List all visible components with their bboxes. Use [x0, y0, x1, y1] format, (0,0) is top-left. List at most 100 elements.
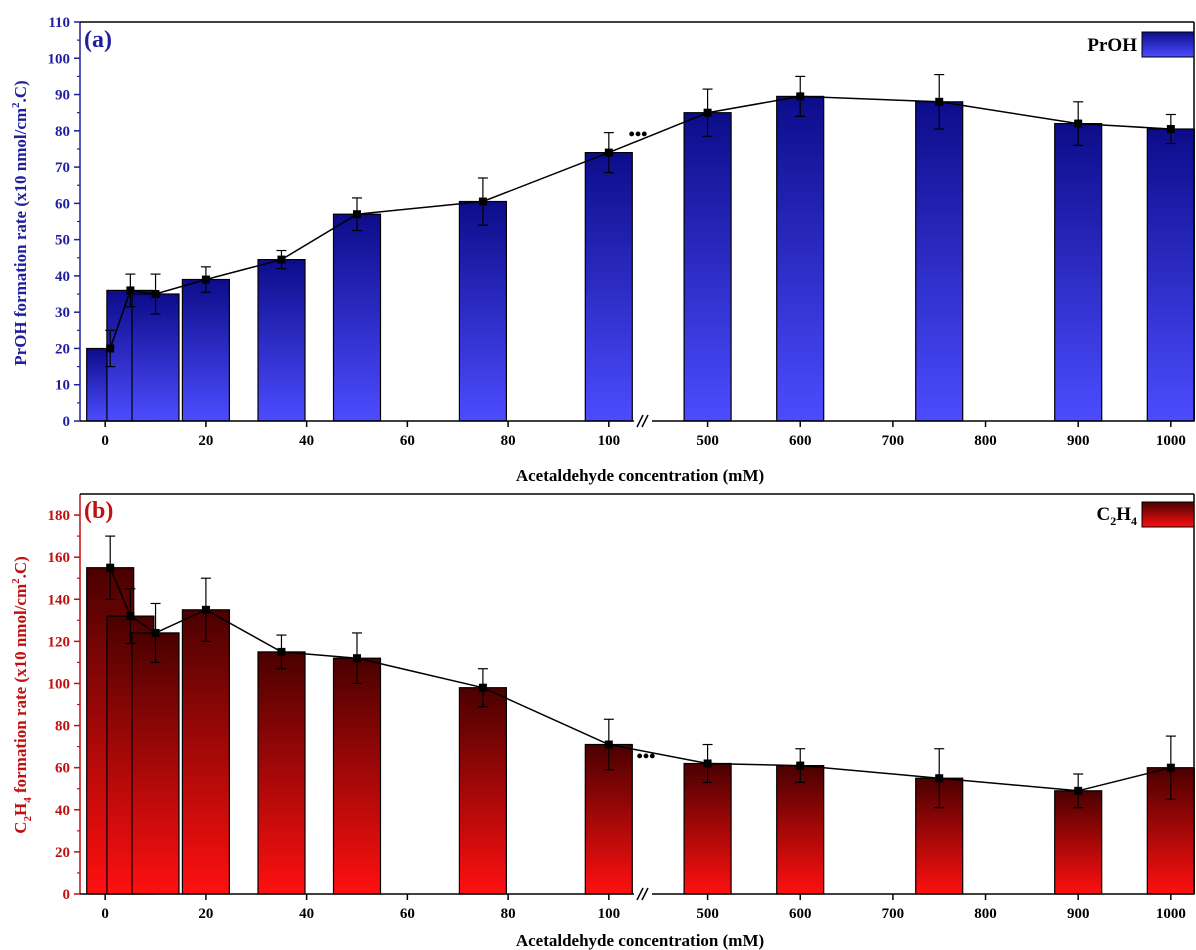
panel-a-y-axis-title: PrOH formation rate (x10 nmol/cm2.C)	[10, 80, 30, 365]
data-point	[126, 286, 135, 295]
x-tick-label: 100	[598, 433, 621, 449]
panel-a-bars	[86, 95, 1195, 422]
x-tick-label: 60	[400, 906, 415, 922]
panel-b-bars	[86, 567, 1195, 895]
data-point	[151, 628, 160, 637]
data-point	[478, 197, 487, 206]
panel-b-legend-swatch	[1141, 501, 1195, 528]
bar	[776, 764, 825, 895]
data-point	[796, 761, 805, 770]
y-tick-label: 10	[55, 378, 70, 394]
y-tick-label: 60	[55, 761, 70, 777]
panel-a-label: (a)	[84, 27, 112, 53]
x-tick-label: 500	[696, 433, 719, 449]
bar	[332, 657, 382, 895]
data-point	[106, 563, 115, 572]
y-tick-label: 30	[55, 305, 70, 321]
x-tick-label: 700	[882, 433, 905, 449]
data-point	[703, 759, 712, 768]
data-point	[201, 605, 210, 614]
panel-b-axes	[79, 493, 1195, 901]
y-tick-label: 20	[55, 341, 70, 357]
bar	[257, 259, 306, 422]
data-point	[277, 255, 286, 264]
data-point	[151, 290, 160, 299]
panel-b-points	[106, 563, 1175, 795]
x-tick-label: 60	[400, 433, 415, 449]
x-tick-label: 600	[789, 433, 812, 449]
bar	[458, 687, 507, 895]
axis-break-slashes	[636, 887, 649, 901]
x-tick-label: 800	[974, 433, 997, 449]
panel-b-y-axis-title: C2H4 formation rate (x10 nmol/cm2.C)	[10, 556, 34, 834]
y-tick-label: 100	[48, 51, 71, 67]
x-tick-label: 0	[101, 906, 109, 922]
panel-a-points	[106, 92, 1175, 353]
panel-b-x-ticks: 0 20 40 60 80 100 500 600 700 800 900 1000	[101, 894, 1186, 922]
bar	[584, 152, 633, 422]
panel-a-x-axis-title: Acetaldehyde concentration (mM)	[516, 466, 764, 485]
x-tick-label: 0	[101, 433, 109, 449]
y-tick-label: 0	[63, 414, 71, 430]
y-tick-label: 40	[55, 269, 70, 285]
bar	[181, 609, 230, 895]
y-tick-label: 100	[48, 676, 71, 692]
panel-b-axis-break-marker: •••	[637, 746, 656, 766]
panel-a-legend: PrOH	[1087, 31, 1195, 58]
y-tick-label: 40	[55, 803, 70, 819]
panel-b-y-ticks: 0 20 40 60 80 100 120 140 160 180	[48, 508, 80, 903]
y-tick-label: 0	[63, 887, 71, 903]
bar	[181, 278, 230, 422]
x-tick-label: 40	[299, 433, 314, 449]
x-tick-label: 1000	[1156, 906, 1186, 922]
x-tick-label: 500	[696, 906, 719, 922]
y-tick-label: 70	[55, 160, 70, 176]
y-tick-label: 160	[48, 550, 71, 566]
y-tick-label: 180	[48, 508, 71, 524]
bar	[683, 112, 732, 422]
panel-b-label: (b)	[84, 498, 113, 524]
bar	[1146, 128, 1195, 422]
x-tick-label: 20	[198, 433, 213, 449]
x-tick-label: 700	[882, 906, 905, 922]
x-tick-label: 100	[598, 906, 621, 922]
x-tick-label: 80	[501, 433, 516, 449]
x-tick-label: 1000	[1156, 433, 1186, 449]
data-point	[277, 647, 286, 656]
x-tick-label: 600	[789, 906, 812, 922]
y-tick-label: 20	[55, 845, 70, 861]
panel-b-c2h4: 0 20 40 60 80 100 120 140 160 180 0 20 40 60 80 100 500…	[10, 493, 1195, 950]
panel-a-legend-label: PrOH	[1087, 35, 1137, 56]
data-point	[106, 344, 115, 353]
x-tick-label: 900	[1067, 433, 1090, 449]
y-tick-label: 80	[55, 124, 70, 140]
panel-a-x-ticks: 0 20 40 60 80 100 500 600 700 800 900 1000	[101, 421, 1186, 449]
panel-b-x-axis-title: Acetaldehyde concentration (mM)	[516, 931, 764, 950]
y-tick-label: 90	[55, 88, 70, 104]
data-point	[1074, 786, 1083, 795]
bar	[683, 762, 732, 895]
x-tick-label: 40	[299, 906, 314, 922]
data-point	[1166, 763, 1175, 772]
y-tick-label: 120	[48, 634, 71, 650]
x-tick-label: 800	[974, 906, 997, 922]
data-point	[604, 148, 613, 157]
x-tick-label: 20	[198, 906, 213, 922]
bar	[332, 213, 382, 422]
data-point	[201, 275, 210, 284]
data-point	[796, 92, 805, 101]
panel-a-axis-break-marker: •••	[629, 124, 648, 144]
data-point	[1074, 119, 1083, 128]
data-point	[935, 97, 944, 106]
x-tick-label: 80	[501, 906, 516, 922]
panel-a-axes	[79, 21, 1195, 428]
y-tick-label: 50	[55, 233, 70, 249]
data-point	[604, 740, 613, 749]
panel-a-y-ticks: 0 10 20 30 40 50 60 70 80 90 100 110	[48, 15, 80, 430]
data-point	[353, 654, 361, 663]
data-point	[126, 612, 135, 621]
data-point	[703, 108, 712, 117]
y-tick-label: 60	[55, 196, 70, 212]
y-tick-label: 140	[48, 592, 71, 608]
